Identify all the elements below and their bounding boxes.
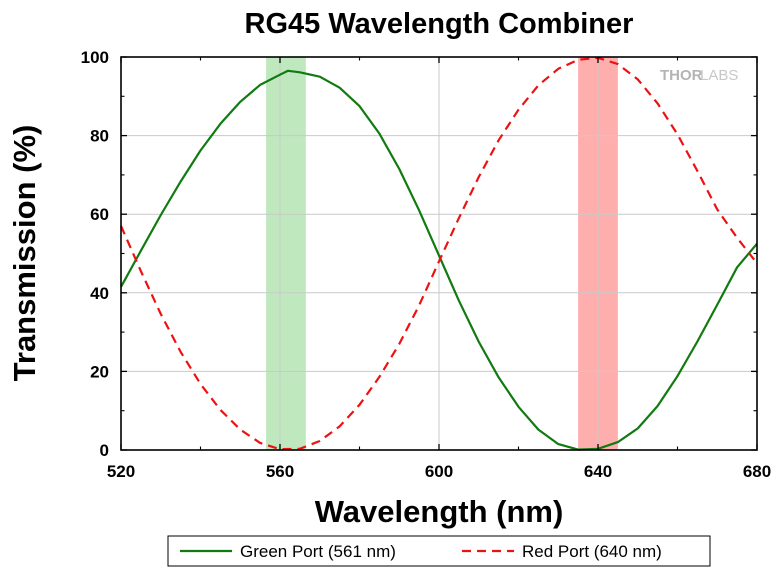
- x-tick-label: 520: [107, 462, 135, 481]
- series-line-1: [119, 56, 758, 451]
- legend-box: [167, 535, 711, 567]
- axis-ticks: [120, 56, 758, 451]
- tick-labels: 520 560 600 640 680 0 20 40 60 80 100: [81, 48, 772, 481]
- y-tick-label: 80: [90, 127, 109, 146]
- chart-title: RG45 Wavelength Combiner: [245, 8, 634, 40]
- highlight-band-0: [266, 57, 306, 450]
- grid-lines: [121, 57, 757, 450]
- x-tick-label: 560: [266, 462, 294, 481]
- thorlabs-watermark: THOR LABS: [660, 67, 738, 84]
- y-tick-label: 60: [90, 205, 109, 224]
- y-tick-label: 100: [81, 48, 109, 67]
- legend: Green Port (561 nm) Red Port (640 nm): [167, 535, 711, 567]
- y-axis-label: Transmission (%): [7, 125, 42, 382]
- series-layer: [119, 56, 758, 451]
- y-tick-label: 40: [90, 284, 109, 303]
- watermark-text-b: LABS: [700, 67, 738, 84]
- y-tick-label: 20: [90, 362, 109, 381]
- x-tick-label: 640: [584, 462, 612, 481]
- x-tick-label: 600: [425, 462, 453, 481]
- legend-label-0: Green Port (561 nm): [240, 542, 396, 561]
- y-tick-label: 0: [100, 441, 109, 460]
- watermark-text-a: THOR: [660, 67, 703, 84]
- x-axis-label: Wavelength (nm): [315, 494, 564, 529]
- legend-label-1: Red Port (640 nm): [522, 542, 662, 561]
- x-tick-label: 680: [743, 462, 771, 481]
- series-line-0: [120, 69, 758, 451]
